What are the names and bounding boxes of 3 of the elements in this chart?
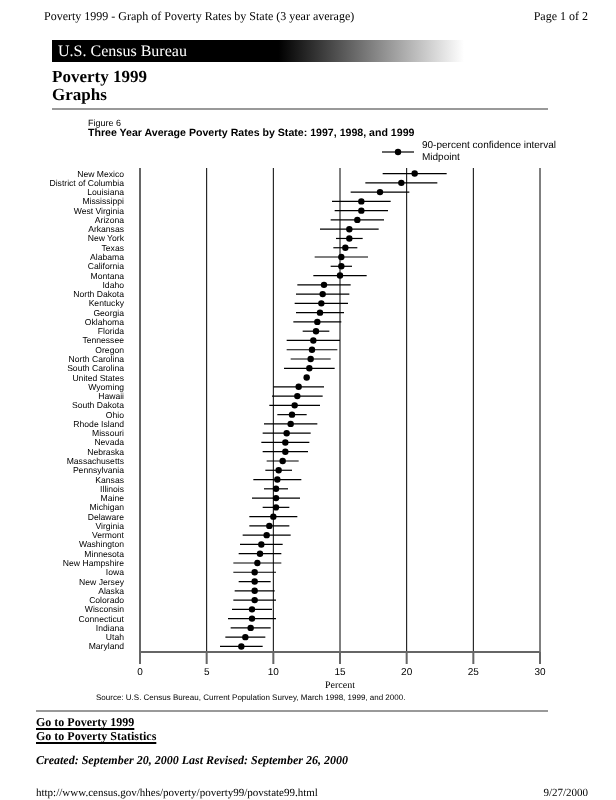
text: U.S. Census Bureau — [52, 40, 464, 62]
text: Poverty 1999 — [52, 66, 149, 86]
text: Graphs — [52, 84, 107, 104]
